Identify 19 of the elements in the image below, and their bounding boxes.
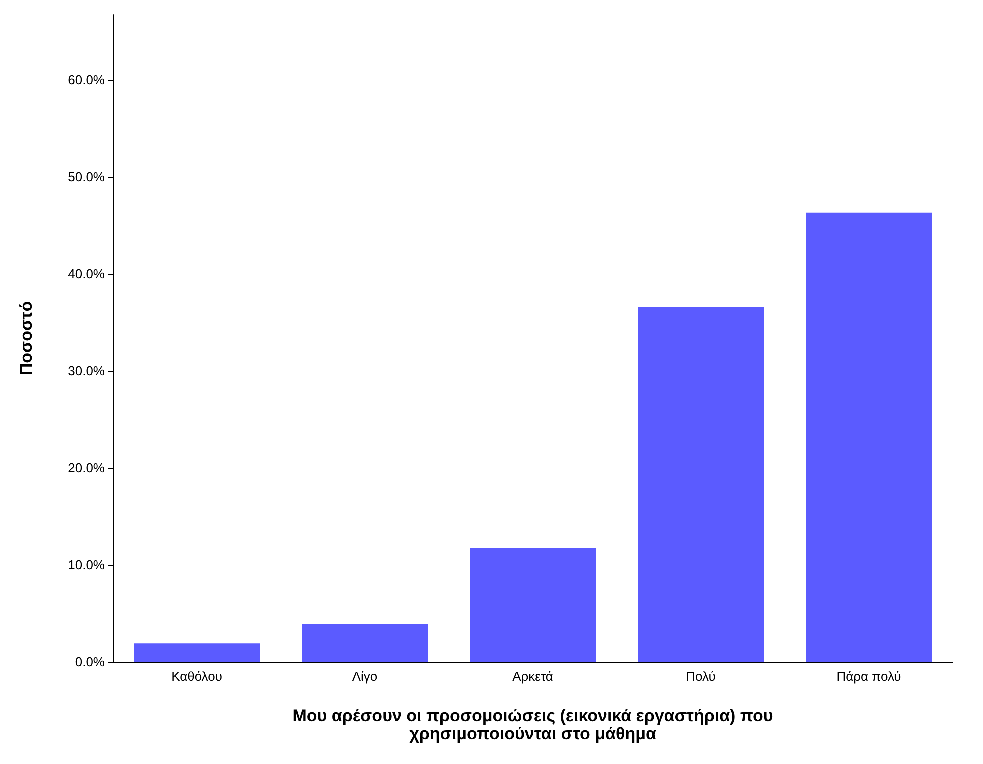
- x-axis-title: Μου αρέσουν οι προσομοιώσεις (εικονικά εργαστήρια) που χρησιμοποιούνται στο μάθημα: [292, 706, 774, 744]
- y-tick-label: 60.0%: [68, 72, 106, 88]
- y-tick-label: 0.0%: [75, 654, 106, 670]
- y-tick-label: 30.0%: [68, 363, 106, 378]
- bar: [470, 548, 596, 662]
- x-tick-label: Καθόλου: [172, 669, 222, 684]
- y-axis-title: Ποσοστό: [17, 301, 36, 376]
- bar: [134, 644, 260, 662]
- bar: [302, 624, 428, 662]
- bar: [638, 306, 764, 662]
- x-tick-label: Αρκετά: [512, 669, 554, 684]
- y-tick-label: 40.0%: [68, 266, 106, 282]
- y-tick-label: 20.0%: [68, 460, 106, 476]
- y-tick-label: 10.0%: [68, 558, 106, 572]
- y-tick-label: 50.0%: [68, 169, 106, 184]
- x-tick-label: Πάρα πολύ: [836, 669, 902, 684]
- bar: [806, 212, 932, 662]
- x-tick-label: Πολύ: [686, 669, 716, 684]
- x-tick-label: Λίγο: [352, 669, 378, 684]
